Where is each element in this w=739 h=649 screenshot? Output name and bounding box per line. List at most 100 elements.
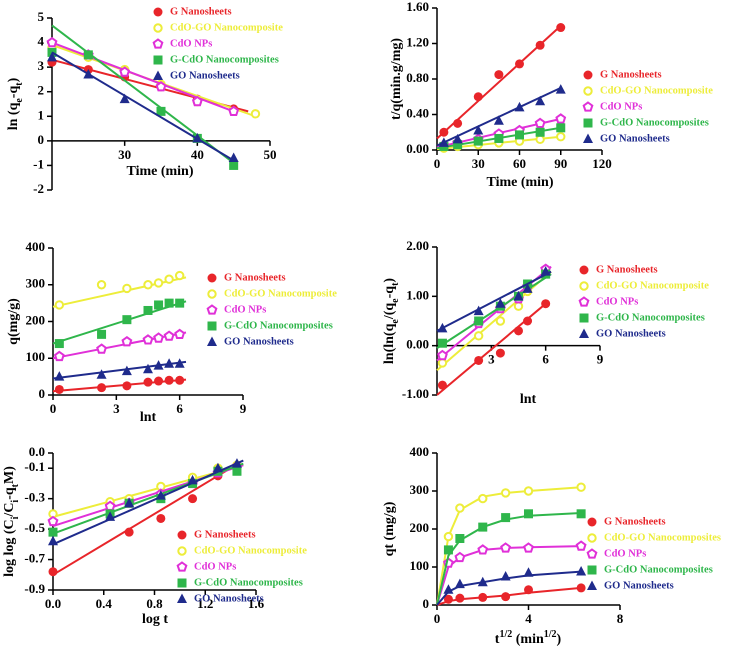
y-tick-label: -2 [33, 181, 44, 196]
legend-label: CdO-GO Nanocomposite [600, 85, 713, 96]
y-tick-label: -0.7 [24, 551, 45, 566]
point [540, 266, 551, 276]
legend-label: GO Nanosheets [596, 328, 666, 339]
x-tick-label: 1.2 [197, 596, 213, 611]
point [535, 95, 546, 106]
legend-marker [207, 289, 217, 299]
y-tick-label: 0.0 [29, 444, 45, 459]
legend-label: G-CdO Nanocomposites [224, 320, 333, 331]
legend-marker [177, 530, 187, 540]
point [495, 316, 506, 326]
legend-label: G-CdO Nanocomposites [170, 54, 279, 65]
x-tick-label: 30 [472, 156, 485, 171]
y-axis-label: q(mg/g) [6, 298, 21, 345]
legend-marker [206, 304, 218, 315]
point [443, 584, 454, 594]
legend-marker [153, 23, 163, 33]
y-tick-label: -0.3 [24, 490, 45, 505]
y-axis-label: log log (Ci/Ci-qtM) [2, 466, 21, 577]
point [535, 127, 545, 137]
label-part: ) [557, 632, 562, 647]
label-part: ln (q [6, 102, 21, 130]
point [47, 51, 57, 62]
legend-marker [587, 565, 597, 575]
point [83, 50, 93, 60]
legend-marker [579, 313, 589, 323]
point [576, 509, 586, 519]
legend-label: CdO-GO Nanocomposite [224, 288, 337, 299]
point [555, 84, 566, 94]
fit-line [52, 276, 187, 308]
x-tick-label: 9 [240, 401, 247, 416]
label-part: ln(ln(q [382, 323, 397, 364]
fit-line [52, 459, 244, 546]
point [232, 466, 242, 476]
legend-label: G-CdO Nanocomposites [596, 312, 705, 323]
point [576, 583, 586, 593]
legend-marker [207, 321, 217, 331]
legend-label: CdO-GO Nanocomposite [194, 545, 307, 556]
x-tick-label: 0 [434, 611, 441, 626]
y-tick-label: 4 [38, 34, 45, 49]
point [155, 490, 166, 500]
legend-label: G-CdO Nanocomposites [194, 577, 303, 588]
point [96, 369, 107, 379]
legend-label: GO Nanosheets [224, 336, 294, 347]
x-tick-label: 90 [554, 156, 567, 171]
legend-label: G Nanosheets [596, 264, 658, 275]
y-tick-label: 0.00 [406, 141, 429, 156]
point [143, 363, 153, 374]
point [534, 117, 546, 128]
point [164, 375, 174, 385]
point [455, 593, 465, 603]
point [154, 300, 164, 310]
y-tick-label: 400 [410, 444, 430, 459]
point [495, 348, 505, 358]
legend-marker [587, 517, 597, 527]
point [501, 513, 511, 523]
label-part: e [390, 319, 401, 324]
x-tick-label: 60 [513, 156, 526, 171]
y-tick-label: 300 [410, 482, 430, 497]
point [97, 383, 107, 393]
legend-label: CdO-GO Nanocomposite [170, 22, 283, 33]
legend-marker [583, 86, 593, 96]
y-tick-label: 100 [410, 558, 430, 573]
point [48, 535, 58, 546]
legend-label: CdO NPs [596, 296, 638, 307]
point [494, 133, 504, 143]
label-part: -q [382, 286, 397, 299]
y-tick-label: 5 [38, 9, 45, 24]
point [443, 531, 454, 542]
point [473, 136, 483, 146]
legend-label: G-CdO Nanocomposites [604, 564, 713, 575]
point [46, 36, 58, 48]
y-tick-label: 1 [38, 107, 45, 122]
point [231, 458, 242, 468]
x-tick-label: 1.6 [248, 596, 265, 611]
y-tick-label: 0.80 [406, 70, 429, 85]
point [477, 576, 488, 587]
point [473, 92, 483, 102]
legend-label: CdO NPs [170, 38, 212, 49]
y-axis-label: ln(ln(qe/(qe-qt) [382, 278, 401, 365]
point [437, 349, 448, 361]
point [454, 551, 466, 563]
point [473, 305, 484, 316]
x-tick-label: 120 [592, 156, 612, 171]
legend-marker [176, 561, 188, 572]
x-tick-label: 0.0 [45, 596, 61, 611]
point [153, 278, 164, 288]
legend-marker [207, 273, 217, 283]
point [163, 330, 175, 341]
point [119, 93, 130, 104]
point [474, 355, 484, 365]
label-part: i [10, 516, 21, 519]
x-tick-label: 9 [597, 352, 604, 367]
x-tick-label: 0.8 [146, 596, 163, 611]
point [174, 270, 185, 281]
legend-label: G Nanosheets [600, 69, 662, 80]
fit-line [51, 24, 235, 164]
point [154, 376, 164, 386]
point [48, 567, 58, 577]
